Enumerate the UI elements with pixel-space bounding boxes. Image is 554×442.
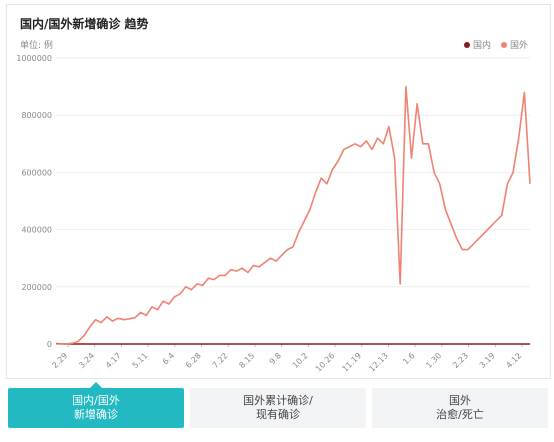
- series-line-domestic: [55, 342, 530, 345]
- y-tick-label: 1000000: [16, 54, 52, 63]
- legend-item-foreign[interactable]: 国外: [500, 38, 528, 51]
- chart-card: 国内/国外新增确诊 趋势 单位: 例 国内 国外: [6, 4, 551, 379]
- y-tick-label: 400000: [21, 226, 52, 235]
- series-line-foreign: [56, 85, 531, 345]
- x-tick-label: 6.4: [161, 351, 176, 366]
- tab-label: 新增确诊: [74, 408, 118, 421]
- legend-label-foreign: 国外: [509, 41, 528, 51]
- x-tick-label: 1.6: [401, 351, 416, 366]
- x-tick-label: 12.13: [367, 351, 390, 374]
- line-chart: 0 200000 400000 600000 800000 1000000 2.29 3.24…: [16, 54, 531, 374]
- legend-label-domestic: 国内: [472, 41, 491, 51]
- x-tick-label: 10.26: [314, 351, 337, 374]
- y-tick-label: 0: [47, 340, 52, 349]
- tab-label: 国内/国外: [72, 394, 120, 407]
- x-tick-label: 3.19: [478, 351, 497, 370]
- tab-label: 国外: [449, 394, 471, 407]
- x-tick-label: 6.28: [184, 351, 203, 370]
- y-tick-label: 800000: [21, 111, 52, 120]
- x-tick-label: 5.11: [131, 351, 150, 370]
- x-tick-label: 1.30: [424, 351, 443, 370]
- tab-cumulative-confirmed[interactable]: 国外累计确诊/ 现有确诊: [190, 388, 366, 428]
- legend-item-domestic[interactable]: 国内: [463, 38, 491, 51]
- legend-dot-foreign: [500, 41, 507, 48]
- chart-title: 国内/国外新增确诊 趋势: [20, 17, 149, 31]
- x-tick-label: 7.22: [211, 351, 230, 370]
- x-tick-label: 2.23: [451, 351, 470, 370]
- x-tick-label: 9.8: [268, 351, 283, 366]
- unit-label: 单位: 例: [20, 41, 53, 51]
- x-tick-label: 2.29: [50, 351, 69, 370]
- tab-recovered-deaths[interactable]: 国外 治愈/死亡: [372, 388, 548, 428]
- tab-bar: 国内/国外 新增确诊 国外累计确诊/ 现有确诊 国外 治愈/死亡: [8, 382, 548, 428]
- x-tick-label: 4.12: [504, 351, 523, 370]
- y-tick-label: 200000: [21, 283, 52, 292]
- x-tick-label: 8.15: [237, 351, 256, 370]
- tab-new-confirmed[interactable]: 国内/国外 新增确诊: [8, 382, 184, 428]
- x-tick-label: 4.17: [104, 351, 123, 370]
- legend: 国内 国外: [463, 38, 528, 51]
- x-tick-label: 10.2: [291, 351, 310, 370]
- tab-label: 国外累计确诊/: [243, 394, 313, 407]
- tab-label: 治愈/死亡: [436, 408, 484, 421]
- x-tick-label: 11.19: [341, 351, 364, 374]
- y-tick-label: 600000: [21, 168, 52, 177]
- legend-dot-domestic: [463, 41, 470, 48]
- tab-label: 现有确诊: [256, 408, 300, 421]
- x-tick-label: 3.24: [77, 351, 96, 370]
